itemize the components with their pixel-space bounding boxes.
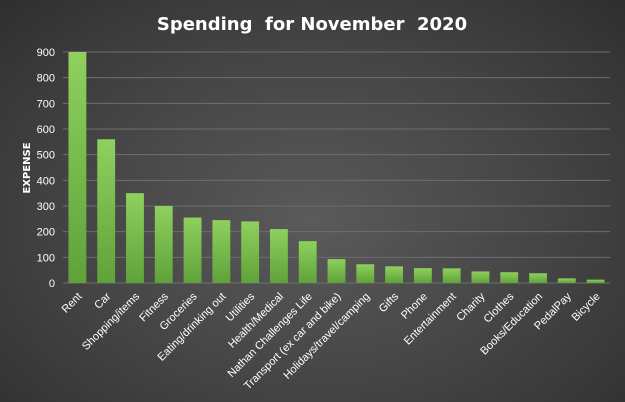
bar	[97, 139, 116, 283]
bar	[442, 268, 461, 283]
x-tick-label: Bicycle	[570, 291, 603, 324]
chart-title: Spending for November 2020	[157, 14, 467, 35]
y-tick-label: 500	[37, 150, 55, 162]
bar	[269, 229, 288, 283]
y-axis-ticks: 0 100 200 300 400 500 600 700 800 900	[37, 47, 55, 290]
bar	[586, 279, 605, 283]
x-tick-label: Car	[92, 290, 113, 311]
x-tick-label: Rent	[60, 291, 85, 316]
gridlines	[63, 51, 610, 284]
y-tick-label: 400	[37, 175, 55, 187]
x-tick-label: Gifts	[377, 290, 402, 315]
bar	[557, 278, 576, 283]
y-tick-label: 200	[37, 227, 55, 239]
bar	[413, 268, 432, 283]
y-tick-label: 100	[37, 252, 55, 264]
bar	[68, 52, 87, 283]
bar	[212, 220, 231, 283]
y-axis-label: EXPENSE	[22, 142, 33, 193]
bar	[529, 273, 547, 283]
x-axis-ticks: Rent CarShopping/itemsFitnessGroceriesEat…	[60, 290, 603, 392]
bar	[154, 206, 173, 283]
bar	[500, 272, 519, 283]
bars	[68, 52, 605, 283]
bar	[356, 264, 375, 283]
y-tick-label: 800	[37, 73, 55, 85]
y-tick-label: 600	[37, 124, 55, 136]
bar	[385, 266, 404, 283]
y-tick-label: 900	[37, 47, 55, 59]
bar	[471, 271, 490, 283]
bar	[298, 241, 317, 283]
x-tick-label: Entertainment	[402, 291, 459, 348]
bar	[126, 193, 144, 283]
bar	[241, 221, 260, 283]
bar	[327, 259, 346, 283]
y-tick-label: 0	[49, 278, 55, 290]
bar	[183, 217, 202, 283]
y-tick-label: 300	[37, 201, 55, 213]
y-tick-label: 700	[37, 98, 55, 110]
